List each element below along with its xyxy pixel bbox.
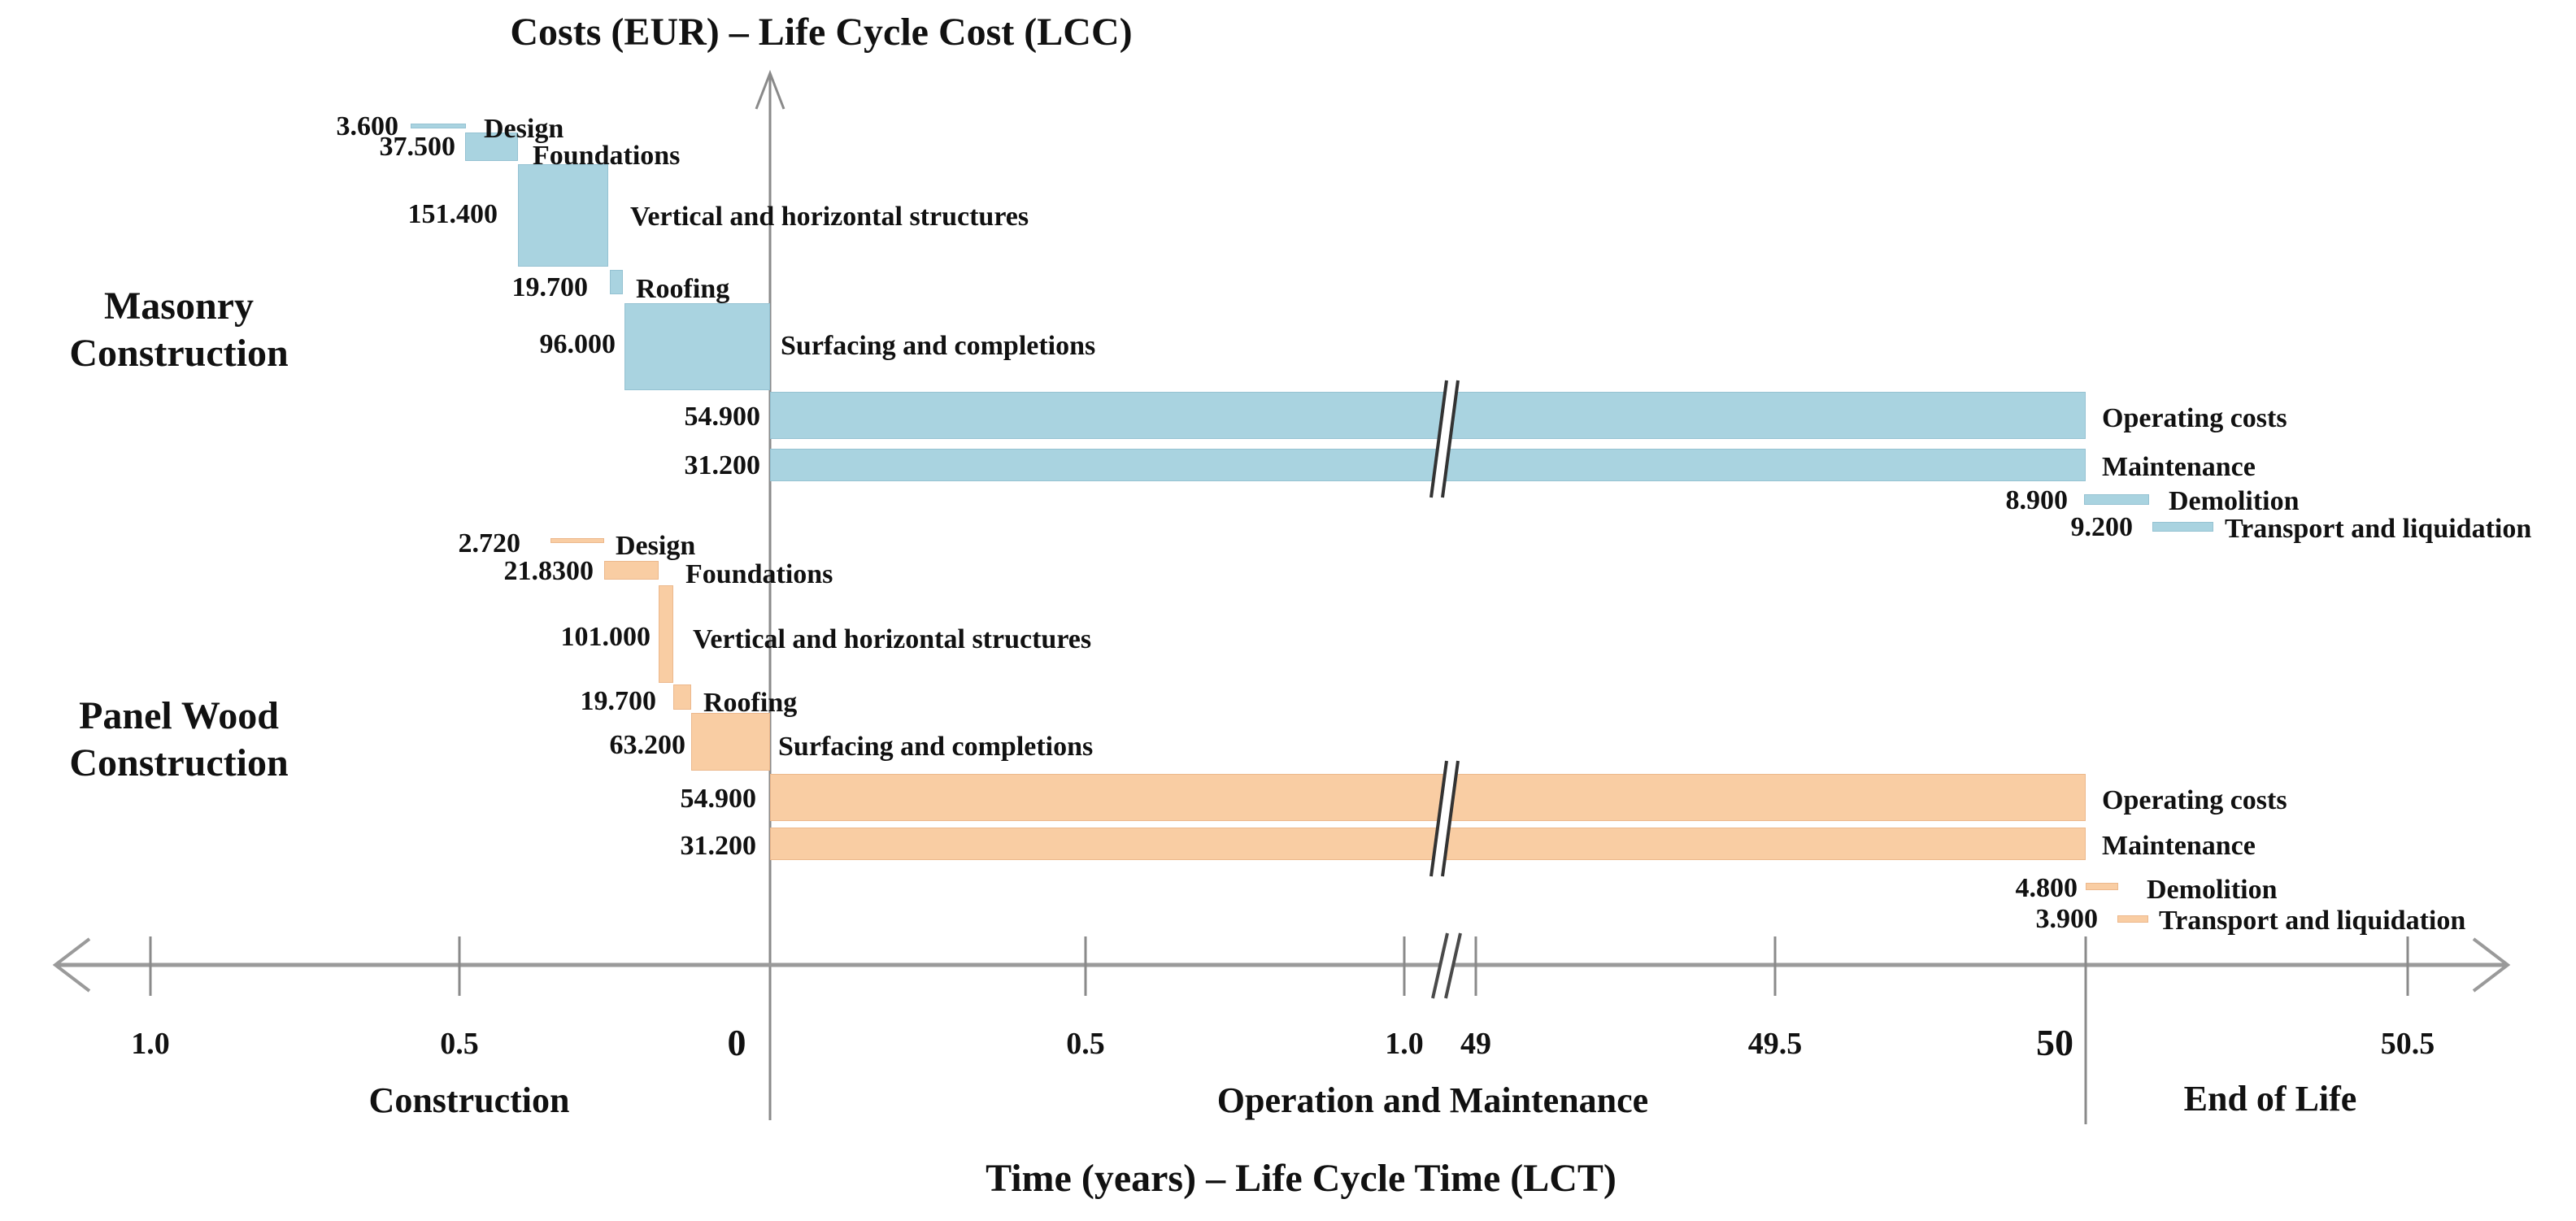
masonry-structures-value: 151.400	[407, 199, 498, 229]
x-tick-label-50.5: 50.5	[2380, 1027, 2435, 1061]
masonry-operating-label: Operating costs	[2102, 403, 2287, 433]
phase-label-construction: Construction	[368, 1080, 570, 1120]
masonry-transport-value: 9.200	[2070, 512, 2134, 542]
masonry-roofing-bar	[610, 270, 623, 294]
masonry-foundations-bar	[465, 133, 518, 161]
x-axis-break-gap	[1433, 933, 1460, 998]
series-label-panel-wood: Panel Wood Construction	[69, 694, 289, 784]
masonry-operating-value: 54.900	[684, 402, 761, 432]
panel-surfacing-label: Surfacing and completions	[778, 732, 1094, 762]
y-axis-arrow-icon	[755, 69, 785, 110]
masonry-maintenance-bar	[770, 449, 2086, 481]
panel-roofing-value: 19.700	[580, 686, 657, 716]
masonry-transport-label: Transport and liquidation	[2225, 514, 2532, 544]
x-tick-label-49: 49	[1460, 1027, 1491, 1061]
masonry-roofing-value: 19.700	[511, 272, 589, 302]
panel-maintenance-label: Maintenance	[2102, 831, 2256, 861]
x-tick-label-1.0-left: 1.0	[131, 1027, 170, 1061]
panel-demolition-bar	[2086, 883, 2118, 890]
x-axis-title: Time (years) – Life Cycle Time (LCT)	[986, 1157, 1617, 1200]
panel-maintenance-bar	[770, 828, 2086, 860]
panel-break-slash-icon	[1441, 760, 1460, 877]
x-axis-left-arrow-icon	[52, 937, 91, 993]
panel-roofing-label: Roofing	[703, 688, 798, 718]
panel-foundations-bar	[604, 561, 659, 580]
masonry-surfacing-value: 96.000	[539, 329, 616, 359]
panel-operating-label: Operating costs	[2102, 785, 2287, 815]
x-axis-right-arrow-icon	[2472, 937, 2511, 993]
panel-surfacing-bar	[691, 713, 770, 771]
x-axis-break-slash-icon	[1444, 932, 1462, 999]
masonry-break-gap	[1431, 380, 1458, 498]
panel-surfacing-value: 63.200	[609, 730, 686, 760]
x-tick-label-0: 0	[727, 1022, 746, 1063]
panel-design-value: 2.720	[458, 528, 521, 558]
x-tick-label-0.5-right: 0.5	[1066, 1027, 1105, 1061]
masonry-maintenance-label: Maintenance	[2102, 452, 2256, 482]
masonry-structures-bar	[518, 164, 608, 267]
x-tick-label-49.5: 49.5	[1747, 1027, 1803, 1061]
phase-label-operation-and-maintenance: Operation and Maintenance	[1216, 1080, 1649, 1120]
panel-demolition-label: Demolition	[2147, 875, 2278, 905]
panel-operating-bar	[770, 774, 2086, 821]
panel-structures-bar	[659, 585, 673, 683]
masonry-demolition-label: Demolition	[2169, 486, 2300, 516]
panel-structures-value: 101.000	[560, 622, 651, 652]
x-axis-break-slash-icon	[1431, 932, 1449, 999]
panel-transport-label: Transport and liquidation	[2159, 906, 2466, 936]
panel-foundations-value: 21.8300	[503, 556, 594, 586]
masonry-demolition-value: 8.900	[2005, 485, 2069, 515]
masonry-design-label: Design	[484, 114, 564, 144]
masonry-break-slash-icon	[1429, 380, 1448, 498]
chart-title: Costs (EUR) – Life Cycle Cost (LCC)	[510, 11, 1133, 54]
panel-transport-bar	[2117, 915, 2148, 923]
masonry-roofing-label: Roofing	[636, 274, 730, 304]
masonry-demolition-bar	[2084, 494, 2149, 505]
masonry-design-bar	[411, 124, 466, 128]
masonry-design-value: 3.600	[336, 111, 399, 141]
masonry-surfacing-bar	[624, 303, 770, 390]
panel-structures-label: Vertical and horizontal structures	[693, 624, 1092, 654]
panel-roofing-bar	[673, 684, 691, 710]
masonry-foundations-label: Foundations	[533, 141, 681, 171]
masonry-foundations-value: 37.500	[379, 132, 456, 162]
masonry-operating-bar	[770, 392, 2086, 439]
phase-label-end-of-life: End of Life	[2183, 1079, 2357, 1119]
masonry-transport-bar	[2152, 522, 2213, 532]
panel-transport-value: 3.900	[2035, 904, 2099, 934]
series-label-masonry: Masonry Construction	[69, 285, 289, 375]
x-tick-label-0.5-left: 0.5	[440, 1027, 479, 1061]
masonry-break-slash-icon	[1441, 380, 1460, 498]
panel-design-label: Design	[616, 531, 696, 561]
panel-demolition-value: 4.800	[2015, 873, 2078, 903]
panel-design-bar	[550, 538, 604, 543]
panel-break-slash-icon	[1429, 760, 1448, 877]
masonry-maintenance-value: 31.200	[684, 450, 761, 480]
panel-operating-value: 54.900	[680, 784, 757, 814]
x-tick-label-50: 50	[2036, 1022, 2073, 1063]
masonry-structures-label: Vertical and horizontal structures	[630, 202, 1029, 232]
masonry-surfacing-label: Surfacing and completions	[781, 331, 1096, 361]
panel-break-gap	[1431, 761, 1458, 876]
x-tick-label-1.0-right: 1.0	[1385, 1027, 1424, 1061]
panel-foundations-label: Foundations	[685, 559, 833, 589]
panel-maintenance-value: 31.200	[680, 831, 757, 861]
